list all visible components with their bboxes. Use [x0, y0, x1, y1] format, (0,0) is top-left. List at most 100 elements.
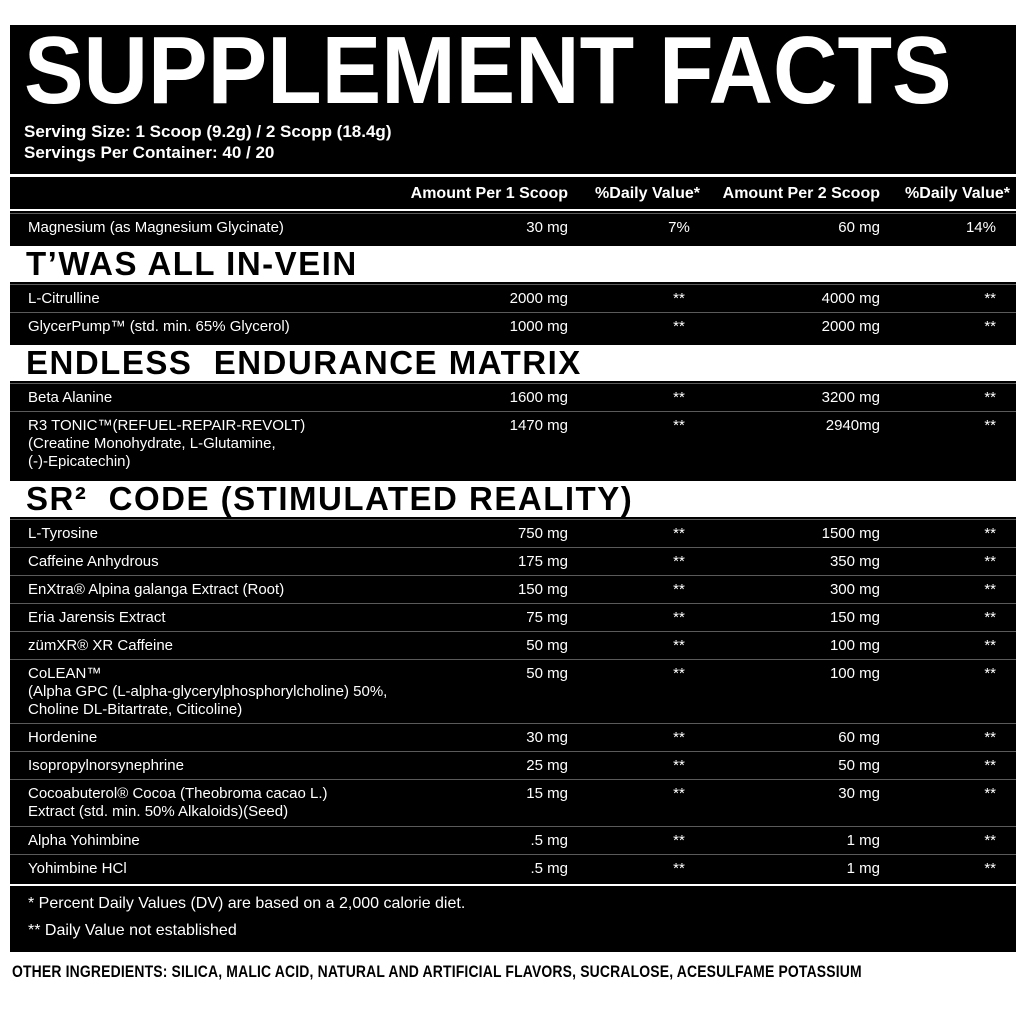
nutrient-name: Eria Jarensis Extract	[28, 609, 166, 626]
servings-per-container: Servings Per Container: 40 / 20	[24, 143, 275, 162]
other-ingredients: OTHER INGREDIENTS: SILICA, MALIC ACID, N…	[12, 962, 862, 981]
section-header: SR² CODE (STIMULATED REALITY)	[10, 481, 1016, 517]
footnote-dv: * Percent Daily Values (DV) are based on…	[28, 895, 466, 912]
nutrient-name: L-Citrulline	[28, 290, 100, 307]
nutrient-row: Caffeine Anhydrous 175 mg ** 350 mg **	[10, 547, 1016, 575]
amount-1-scoop: 50 mg	[526, 665, 568, 682]
amount-1-scoop: 30 mg	[526, 219, 568, 236]
nutrient-row: zümXR® XR Caffeine 50 mg ** 100 mg **	[10, 631, 1016, 659]
daily-value-1: **	[673, 609, 685, 626]
amount-2-scoop: 1 mg	[846, 860, 880, 877]
daily-value-2: **	[984, 757, 996, 774]
daily-value-2: **	[984, 417, 996, 434]
amount-2-scoop: 2940mg	[825, 417, 880, 434]
daily-value-1: **	[673, 290, 685, 307]
daily-value-1: **	[673, 417, 685, 434]
nutrient-name: zümXR® XR Caffeine	[28, 637, 173, 654]
nutrient-name: Caffeine Anhydrous	[28, 553, 159, 570]
daily-value-1: **	[673, 757, 685, 774]
amount-2-scoop: 60 mg	[838, 219, 880, 236]
daily-value-1: **	[673, 318, 685, 335]
amount-2-scoop: 300 mg	[829, 581, 880, 598]
nutrient-name: Isopropylnorsynephrine	[28, 757, 184, 774]
divider	[10, 174, 1016, 177]
amount-2-scoop: 1 mg	[846, 832, 880, 849]
amount-1-scoop: 750 mg	[517, 525, 568, 542]
amount-2-scoop: 3200 mg	[821, 389, 880, 406]
daily-value-1: **	[673, 525, 685, 542]
nutrient-row: Beta Alanine 1600 mg ** 3200 mg **	[10, 383, 1016, 411]
amount-2-scoop: 30 mg	[838, 785, 880, 802]
header-dv-2: %Daily Value*	[905, 185, 1010, 202]
amount-2-scoop: 60 mg	[838, 729, 880, 746]
amount-2-scoop: 4000 mg	[821, 290, 880, 307]
nutrient-name: Yohimbine HCl	[28, 860, 127, 877]
daily-value-1: **	[673, 389, 685, 406]
daily-value-1: **	[673, 785, 685, 802]
daily-value-2: **	[984, 609, 996, 626]
nutrient-name: Beta Alanine	[28, 389, 113, 406]
daily-value-2: 14%	[965, 219, 996, 236]
amount-1-scoop: 15 mg	[526, 785, 568, 802]
amount-1-scoop: 75 mg	[526, 609, 568, 626]
daily-value-2: **	[984, 637, 996, 654]
amount-1-scoop: 2000 mg	[509, 290, 568, 307]
daily-value-2: **	[984, 729, 996, 746]
daily-value-2: **	[984, 389, 996, 406]
divider	[10, 209, 1016, 211]
amount-1-scoop: 30 mg	[526, 729, 568, 746]
daily-value-2: **	[984, 525, 996, 542]
daily-value-1: **	[673, 581, 685, 598]
amount-1-scoop: 25 mg	[526, 757, 568, 774]
nutrient-row: Cocoabuterol® Cocoa (Theobroma cacao L.)…	[10, 779, 1016, 826]
nutrient-row: R3 TONIC™(REFUEL-REPAIR-REVOLT) (Creatin…	[10, 411, 1016, 475]
nutrient-row: L-Tyrosine 750 mg ** 1500 mg **	[10, 519, 1016, 547]
nutrient-row: Isopropylnorsynephrine 25 mg ** 50 mg **	[10, 751, 1016, 779]
nutrient-name: GlycerPump™ (std. min. 65% Glycerol)	[28, 318, 290, 335]
amount-1-scoop: 1000 mg	[509, 318, 568, 335]
daily-value-1: 7%	[668, 219, 690, 236]
divider	[10, 884, 1016, 886]
amount-2-scoop: 1500 mg	[821, 525, 880, 542]
daily-value-1: **	[673, 860, 685, 877]
nutrient-name: R3 TONIC™(REFUEL-REPAIR-REVOLT) (Creatin…	[28, 417, 306, 470]
amount-1-scoop: 50 mg	[526, 637, 568, 654]
nutrient-name: Hordenine	[28, 729, 98, 746]
nutrient-name: Cocoabuterol® Cocoa (Theobroma cacao L.)…	[28, 785, 328, 820]
daily-value-2: **	[984, 832, 996, 849]
section-header: ENDLESS ENDURANCE MATRIX	[10, 345, 1016, 381]
nutrient-row: GlycerPump™ (std. min. 65% Glycerol) 1000…	[10, 312, 1016, 340]
amount-1-scoop: .5 mg	[530, 832, 568, 849]
header-dv-1: %Daily Value*	[595, 185, 700, 202]
nutrient-name: CoLEAN™ (Alpha GPC (L-alpha-glycerylphos…	[28, 665, 388, 718]
supplement-facts-panel: SUPPLEMENT FACTS Serving Size: 1 Scoop (…	[10, 17, 1016, 952]
nutrient-row: Eria Jarensis Extract 75 mg ** 150 mg **	[10, 603, 1016, 631]
daily-value-2: **	[984, 553, 996, 570]
nutrient-row: Yohimbine HCl .5 mg ** 1 mg **	[10, 854, 1016, 882]
amount-2-scoop: 100 mg	[829, 665, 880, 682]
amount-2-scoop: 2000 mg	[821, 318, 880, 335]
daily-value-2: **	[984, 290, 996, 307]
nutrient-name: Alpha Yohimbine	[28, 832, 140, 849]
amount-1-scoop: 150 mg	[517, 581, 568, 598]
amount-1-scoop: .5 mg	[530, 860, 568, 877]
amount-2-scoop: 350 mg	[829, 553, 880, 570]
daily-value-1: **	[673, 665, 685, 682]
nutrient-row: Alpha Yohimbine .5 mg ** 1 mg **	[10, 826, 1016, 854]
amount-1-scoop: 175 mg	[517, 553, 568, 570]
panel-title: SUPPLEMENT FACTS	[24, 17, 952, 124]
nutrient-name: L-Tyrosine	[28, 525, 99, 542]
nutrient-row: L-Citrulline 2000 mg ** 4000 mg **	[10, 284, 1016, 312]
daily-value-1: **	[673, 832, 685, 849]
column-headers: Amount Per 1 Scoop %Daily Value* Amount …	[10, 180, 1016, 208]
amount-2-scoop: 150 mg	[829, 609, 880, 626]
nutrient-row: CoLEAN™ (Alpha GPC (L-alpha-glycerylphos…	[10, 659, 1016, 723]
daily-value-1: **	[673, 729, 685, 746]
nutrient-name: EnXtra® Alpina galanga Extract (Root)	[28, 581, 285, 598]
nutrient-row: EnXtra® Alpina galanga Extract (Root) 150…	[10, 575, 1016, 603]
daily-value-2: **	[984, 665, 996, 682]
header-amount-1: Amount Per 1 Scoop	[410, 185, 568, 202]
header-amount-2: Amount Per 2 Scoop	[722, 185, 880, 202]
daily-value-2: **	[984, 785, 996, 802]
amount-1-scoop: 1600 mg	[509, 389, 568, 406]
